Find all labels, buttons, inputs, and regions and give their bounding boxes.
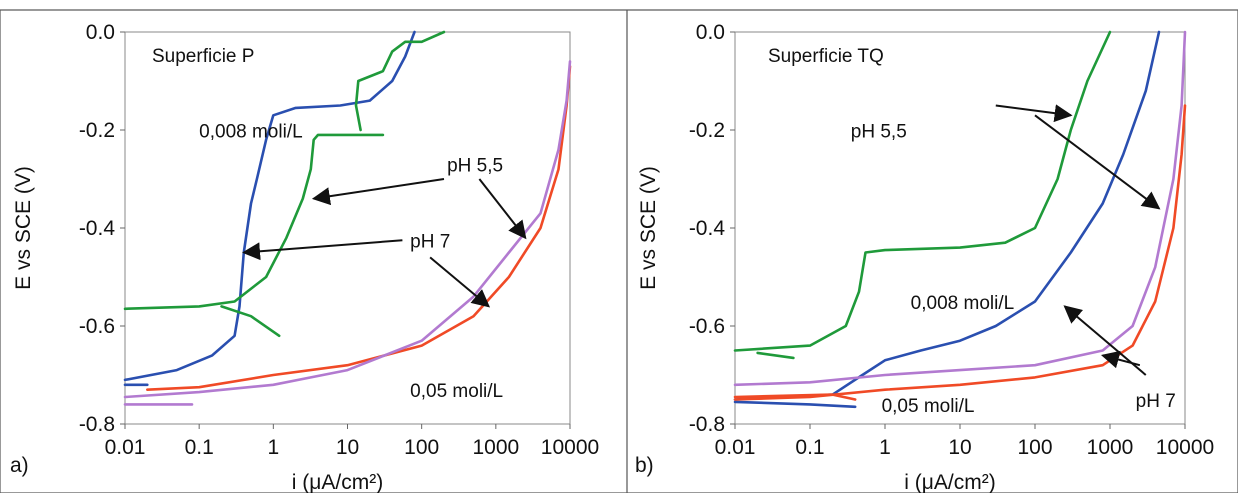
x-tick-label: 10 bbox=[336, 436, 359, 459]
x-tick-label: 0.01 bbox=[105, 436, 146, 459]
x-axis-label: i (μA/cm²) bbox=[292, 471, 383, 493]
annotation-arrow bbox=[1100, 350, 1141, 369]
figure-border bbox=[0, 9, 1238, 493]
annotation-label: 0,008 moli/L bbox=[199, 121, 303, 142]
y-tick-label: 0.0 bbox=[86, 21, 115, 44]
chart-panel-b: 0.01 0.1 1 10 100 1000 10000 0.0 -0.2 -0.4 -0.6 -0.… bbox=[635, 21, 1214, 493]
x-tick-label: 100 bbox=[1017, 436, 1052, 459]
annotation-arrow bbox=[429, 256, 491, 308]
panel-label: a) bbox=[10, 454, 29, 477]
y-tick-label: -0.2 bbox=[79, 119, 115, 142]
y-tick-label: -0.4 bbox=[689, 217, 726, 240]
series-line-blue bbox=[123, 30, 416, 382]
x-tick-label: 10000 bbox=[541, 436, 599, 459]
y-tick-label: -0.6 bbox=[689, 315, 725, 338]
x-tick-label: 0.1 bbox=[185, 436, 214, 459]
chart-panel-a: 0.01 0.1 1 10 100 1000 10000 0.0 -0.2 -0.4 -0.6 -0.… bbox=[10, 21, 599, 493]
chart-title: Superficie P bbox=[152, 46, 254, 67]
annotation-label: pH 5,5 bbox=[447, 156, 503, 177]
x-axis-label: i (μA/cm²) bbox=[904, 471, 995, 493]
series-line-blue bbox=[733, 30, 1161, 401]
y-tick-label: -0.8 bbox=[689, 413, 725, 436]
chart-title: Superficie TQ bbox=[768, 46, 884, 67]
series-line-green bbox=[733, 30, 1112, 352]
x-tick-label: 1000 bbox=[1087, 436, 1134, 459]
y-tick-label: -0.2 bbox=[689, 119, 725, 142]
annotation-label: pH 5,5 bbox=[851, 121, 907, 142]
series-line-green bbox=[354, 30, 446, 132]
series-line-green bbox=[220, 305, 281, 338]
x-tick-label: 100 bbox=[404, 436, 439, 459]
y-tick-label: -0.8 bbox=[79, 413, 115, 436]
y-axis-label: E vs SCE (V) bbox=[637, 166, 660, 290]
annotation-arrow bbox=[995, 104, 1073, 123]
annotation-arrow bbox=[478, 178, 527, 240]
x-tick-label: 10000 bbox=[1156, 436, 1214, 459]
x-tick-label: 10 bbox=[948, 436, 971, 459]
annotation-label: pH 7 bbox=[410, 232, 450, 253]
annotation-arrow bbox=[311, 178, 445, 206]
x-tick-label: 1 bbox=[879, 436, 891, 459]
y-axis-label: E vs SCE (V) bbox=[12, 166, 35, 290]
annotation-label: pH 7 bbox=[1136, 391, 1176, 412]
series-line-purple bbox=[733, 30, 1187, 387]
annotation-label: 0,05 moli/L bbox=[882, 396, 975, 417]
series-line-red bbox=[733, 393, 857, 401]
y-tick-label: -0.6 bbox=[79, 315, 115, 338]
series-line-green bbox=[123, 133, 385, 311]
annotation-label: 0,008 moli/L bbox=[911, 293, 1015, 314]
annotation-arrow bbox=[242, 239, 403, 261]
y-tick-label: 0.0 bbox=[696, 21, 725, 44]
annotation-arrow bbox=[1034, 114, 1161, 210]
x-tick-label: 0.01 bbox=[715, 436, 756, 459]
annotation-label: 0,05 moli/L bbox=[410, 381, 503, 402]
x-tick-label: 1000 bbox=[472, 436, 519, 459]
series-line-green bbox=[756, 351, 795, 360]
x-tick-label: 1 bbox=[267, 436, 279, 459]
series-line-blue bbox=[733, 400, 857, 409]
series-line-red bbox=[146, 65, 572, 391]
y-tick-label: -0.4 bbox=[79, 217, 116, 240]
x-tick-label: 0.1 bbox=[795, 436, 824, 459]
panel-label: b) bbox=[635, 454, 654, 477]
